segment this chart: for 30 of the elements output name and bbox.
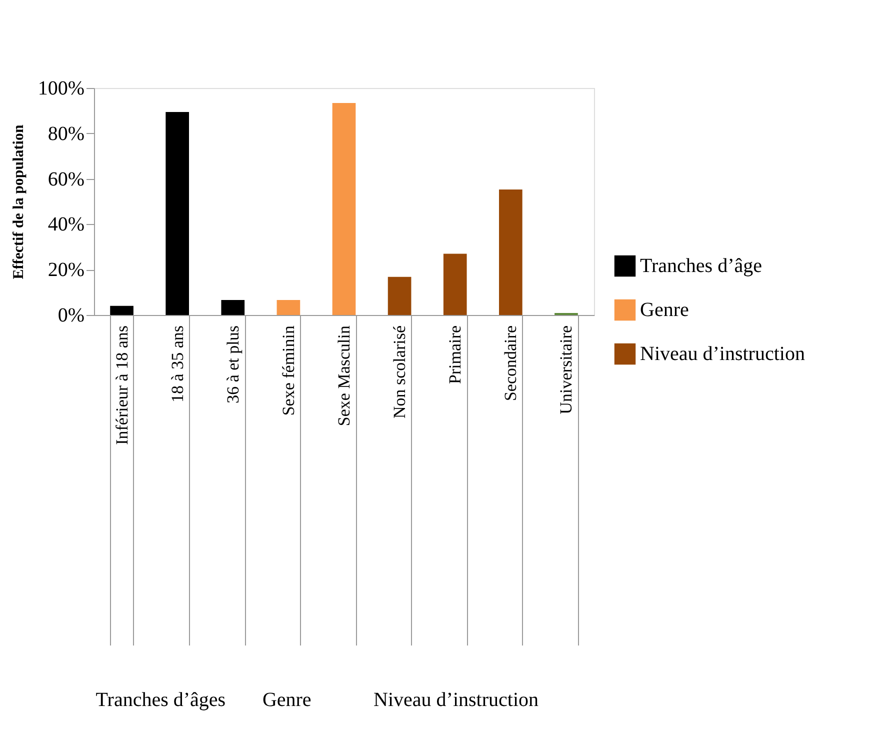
x-tick-label: Universitaire: [556, 326, 576, 414]
y-tick-label: 80%: [48, 122, 84, 145]
y-tick-label: 100%: [38, 78, 84, 100]
x-tick-label: Primaire: [446, 326, 465, 384]
x-tick-label: 36 à et plus: [223, 326, 242, 404]
legend-label: Niveau d’instruction: [640, 343, 805, 365]
bar: [443, 254, 467, 315]
bar: [388, 276, 412, 315]
y-tick-label: 0%: [58, 304, 84, 326]
bar: [221, 300, 245, 315]
y-tick-label: 40%: [48, 214, 84, 236]
bar: [166, 112, 189, 315]
bar: [276, 300, 300, 315]
x-tick-label: Non scolarisé: [390, 326, 410, 419]
bar: [499, 189, 522, 315]
x-tick-label: Sexe Masculin: [334, 325, 354, 426]
y-tick-label: 20%: [48, 259, 84, 282]
bar: [110, 306, 134, 315]
legend-label: Tranches d’âge: [640, 255, 762, 277]
bar: [332, 102, 356, 315]
x-tick-label: Sexe féminin: [278, 325, 298, 416]
y-tick-label: 60%: [48, 168, 84, 190]
x-tick-label: 18 à 35 ans: [168, 326, 187, 402]
x-tick-label: Inférieur à 18 ans: [112, 326, 132, 445]
text: Niveau d’instruction: [374, 689, 539, 711]
x-tick-label: Secondaire: [501, 326, 520, 402]
legend-label: Genre: [640, 299, 689, 321]
text: Tranches d’âges: [96, 689, 226, 711]
text: Genre: [262, 689, 312, 711]
y-axis-title: Effectif de la population: [10, 124, 27, 280]
